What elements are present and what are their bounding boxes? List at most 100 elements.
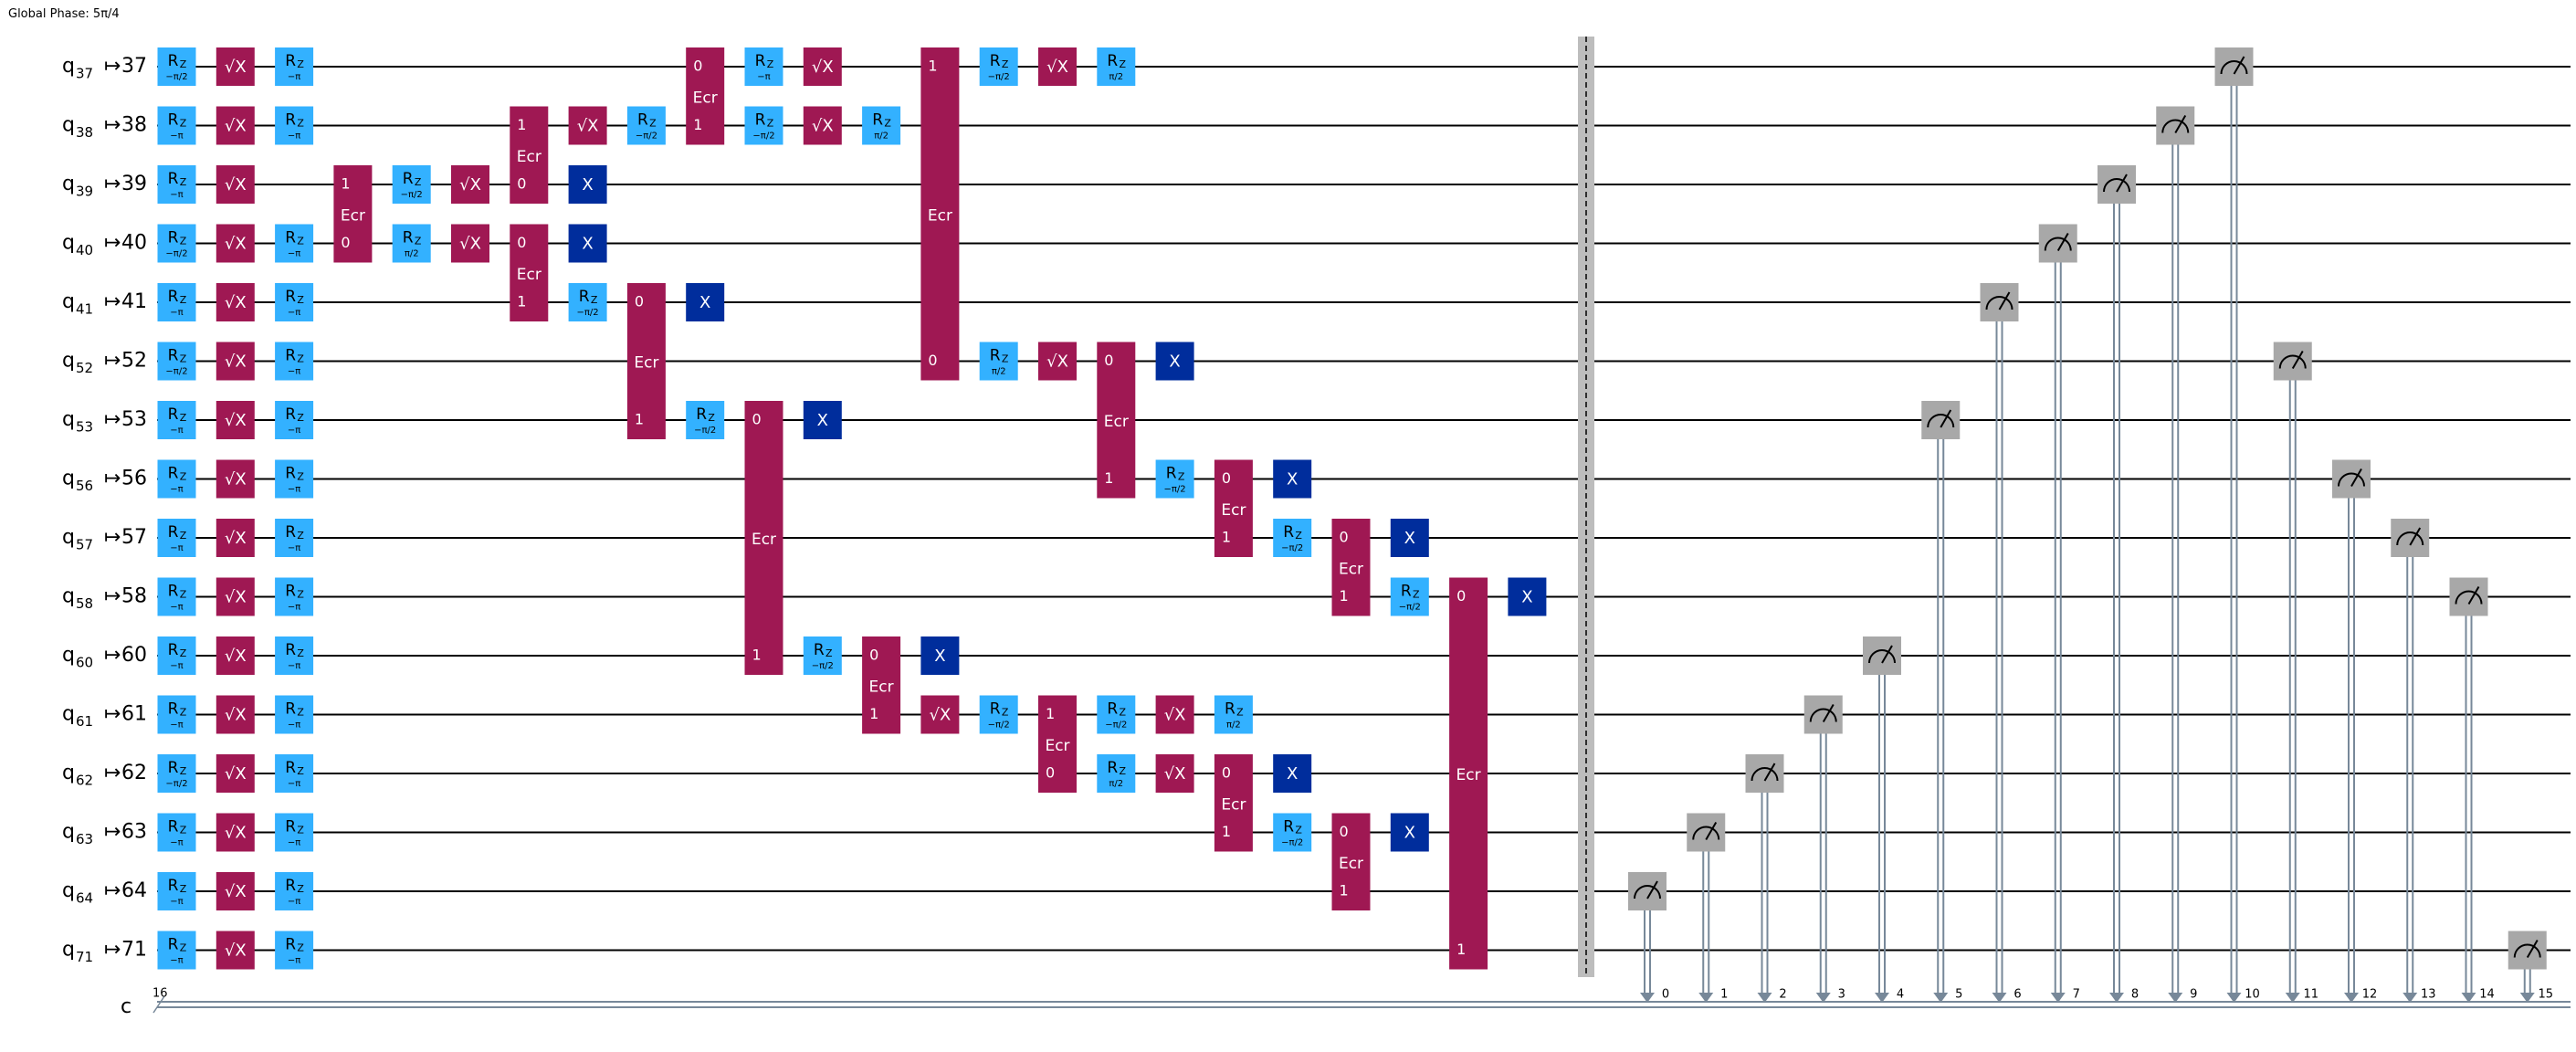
x-gate[interactable]: X <box>568 224 607 263</box>
rz-gate[interactable]: R Z −π <box>275 47 314 86</box>
rz-gate-box[interactable] <box>392 165 431 204</box>
sx-gate-box[interactable] <box>216 47 255 86</box>
sx-gate-box[interactable] <box>216 636 255 675</box>
ecr-gate-box[interactable] <box>626 283 666 439</box>
x-gate-box[interactable] <box>686 283 725 321</box>
measure-gate[interactable] <box>2391 519 2430 1003</box>
sx-gate[interactable]: √X <box>216 106 255 145</box>
rz-gate[interactable]: R Z−π/2 <box>1097 695 1136 734</box>
sx-gate-box[interactable] <box>451 165 489 204</box>
rz-gate-box[interactable] <box>157 931 196 970</box>
rz-gate[interactable]: R Z−π/2 <box>157 224 196 263</box>
x-gate-box[interactable] <box>1273 459 1312 499</box>
rz-gate[interactable]: R Z −π <box>744 47 783 86</box>
rz-gate-box[interactable] <box>275 106 314 145</box>
rz-gate[interactable]: R Zπ/2 <box>1097 47 1136 86</box>
sx-gate-box[interactable] <box>216 342 255 381</box>
rz-gate-box[interactable] <box>157 106 196 145</box>
rz-gate[interactable]: R Z −π <box>275 224 314 263</box>
sx-gate[interactable]: √X <box>451 224 489 263</box>
rz-gate-box[interactable] <box>157 165 196 204</box>
rz-gate-box[interactable] <box>157 813 196 852</box>
x-gate-box[interactable] <box>1508 577 1547 616</box>
ecr-gate-box[interactable] <box>1331 519 1371 616</box>
measure-gate[interactable] <box>2273 342 2312 1004</box>
sx-gate[interactable]: √X <box>920 695 960 734</box>
measure-gate[interactable] <box>1745 754 1784 1003</box>
ecr-gate-box[interactable] <box>510 106 549 205</box>
rz-gate-box[interactable] <box>275 931 314 970</box>
rz-gate-box[interactable] <box>275 813 314 852</box>
sx-gate[interactable]: √X <box>216 342 255 381</box>
rz-gate-box[interactable] <box>157 577 196 616</box>
rz-gate[interactable]: R Z −π <box>157 401 196 439</box>
sx-gate-box[interactable] <box>451 224 489 263</box>
rz-gate-box[interactable] <box>157 519 196 557</box>
rz-gate[interactable]: R Z −π <box>157 813 196 852</box>
rz-gate[interactable]: R Z−π/2 <box>626 106 666 145</box>
rz-gate-box[interactable] <box>626 106 666 145</box>
sx-gate-box[interactable] <box>216 754 255 793</box>
measure-box[interactable] <box>2449 577 2488 616</box>
rz-gate-box[interactable] <box>157 459 196 499</box>
sx-gate-box[interactable] <box>920 695 960 734</box>
rz-gate-box[interactable] <box>275 47 314 86</box>
rz-gate[interactable]: R Z −π <box>157 695 196 734</box>
rz-gate[interactable]: R Z −π <box>157 872 196 910</box>
rz-gate[interactable]: R Z−π/2 <box>568 283 607 321</box>
rz-gate-box[interactable] <box>1214 695 1253 734</box>
ecr-gate[interactable]: Ecr 0 1 <box>1214 754 1253 852</box>
rz-gate[interactable]: R Z −π <box>275 813 314 852</box>
rz-gate[interactable]: R Z −π <box>275 931 314 970</box>
rz-gate[interactable]: R Z−π/2 <box>744 106 783 145</box>
rz-gate-box[interactable] <box>275 283 314 321</box>
rz-gate[interactable]: R Z −π <box>275 754 314 793</box>
ecr-gate[interactable]: Ecr 0 1 <box>686 47 725 145</box>
ecr-gate-box[interactable] <box>333 165 373 263</box>
rz-gate[interactable]: R Z−π/2 <box>1273 519 1312 557</box>
rz-gate-box[interactable] <box>1390 577 1429 616</box>
measure-box[interactable] <box>2156 106 2195 145</box>
ecr-gate[interactable]: Ecr 0 1 <box>626 283 666 439</box>
rz-gate-box[interactable] <box>1097 695 1136 734</box>
ecr-gate-box[interactable] <box>1331 813 1371 911</box>
sx-gate[interactable]: √X <box>803 47 842 86</box>
rz-gate-box[interactable] <box>275 401 314 439</box>
rz-gate-box[interactable] <box>157 401 196 439</box>
measure-box[interactable] <box>1628 872 1667 910</box>
ecr-gate[interactable]: Ecr 1 0 <box>333 165 373 263</box>
rz-gate-box[interactable] <box>979 695 1018 734</box>
x-gate-box[interactable] <box>803 401 842 439</box>
sx-gate[interactable]: √X <box>568 106 607 145</box>
sx-gate[interactable]: √X <box>216 283 255 321</box>
sx-gate[interactable]: √X <box>216 931 255 970</box>
rz-gate-box[interactable] <box>157 283 196 321</box>
sx-gate[interactable]: √X <box>1038 342 1077 381</box>
sx-gate[interactable]: √X <box>216 872 255 910</box>
rz-gate[interactable]: R Z −π <box>275 106 314 145</box>
sx-gate[interactable]: √X <box>1155 695 1194 734</box>
rz-gate[interactable]: R Zπ/2 <box>1214 695 1253 734</box>
rz-gate-box[interactable] <box>157 754 196 793</box>
sx-gate-box[interactable] <box>803 106 842 145</box>
ecr-gate-box[interactable] <box>920 47 960 381</box>
measure-box[interactable] <box>2508 931 2547 970</box>
ecr-gate-box[interactable] <box>1449 577 1488 970</box>
rz-gate[interactable]: R Z −π <box>275 401 314 439</box>
sx-gate-box[interactable] <box>1038 47 1077 86</box>
x-gate-box[interactable] <box>1273 754 1312 793</box>
rz-gate[interactable]: R Z−π/2 <box>1273 813 1312 852</box>
rz-gate-box[interactable] <box>275 577 314 616</box>
rz-gate-box[interactable] <box>1273 519 1312 557</box>
rz-gate-box[interactable] <box>275 459 314 499</box>
rz-gate[interactable]: R Z−π/2 <box>157 342 196 381</box>
sx-gate[interactable]: √X <box>216 577 255 616</box>
rz-gate-box[interactable] <box>1097 47 1136 86</box>
sx-gate[interactable]: √X <box>451 165 489 204</box>
rz-gate[interactable]: R Z−π/2 <box>979 695 1018 734</box>
sx-gate-box[interactable] <box>803 47 842 86</box>
measure-gate[interactable] <box>2156 106 2195 1004</box>
rz-gate[interactable]: R Zπ/2 <box>392 224 431 263</box>
ecr-gate[interactable]: Ecr 0 1 <box>862 636 901 734</box>
measure-gate[interactable] <box>2098 165 2136 1003</box>
